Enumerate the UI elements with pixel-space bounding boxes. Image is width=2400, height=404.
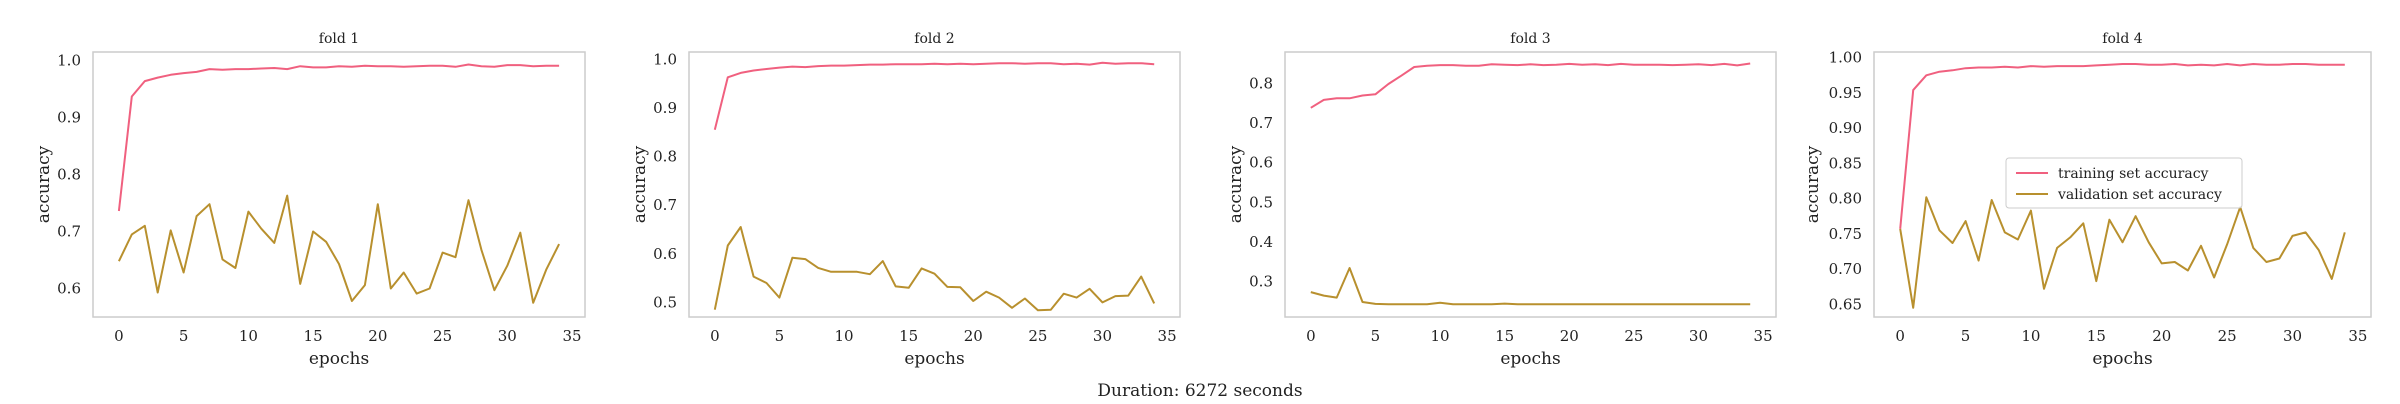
y-axis-label-1: accuracy — [34, 145, 54, 223]
y-tick-label-4-1: 0.70 — [1829, 260, 1862, 278]
x-tick-label-4-0: 0 — [1895, 327, 1905, 345]
legend-training-label: training set accuracy — [2058, 166, 2209, 182]
x-tick-label-3-5: 5 — [1371, 327, 1381, 345]
x-tick-label-2-15: 15 — [899, 327, 918, 345]
x-tick-label-1-15: 15 — [304, 327, 323, 345]
y-tick-label-2-3: 0.8 — [653, 148, 677, 166]
y-tick-label-1-2: 0.8 — [57, 166, 81, 184]
y-tick-label-3-3: 0.6 — [1249, 154, 1273, 172]
training-accuracy-line-fold-4 — [1899, 63, 2345, 229]
x-tick-label-1-10: 10 — [239, 327, 258, 345]
x-tick-label-3-25: 25 — [1624, 327, 1643, 345]
x-axis-label-1: epochs — [309, 349, 369, 369]
y-tick-label-3-5: 0.8 — [1249, 75, 1273, 93]
x-axis-label-2: epochs — [904, 349, 964, 369]
y-tick-label-4-0: 0.65 — [1829, 295, 1862, 313]
x-tick-label-2-5: 5 — [775, 327, 785, 345]
validation-accuracy-line-fold-2 — [713, 226, 1156, 312]
y-tick-label-2-2: 0.7 — [653, 196, 677, 214]
x-axis-label-4: epochs — [2092, 349, 2152, 369]
x-tick-label-4-35: 35 — [2348, 327, 2367, 345]
x-tick-label-4-10: 10 — [2021, 327, 2040, 345]
y-axis-label-3: accuracy — [1226, 145, 1246, 223]
y-tick-label-4-7: 1.00 — [1829, 49, 1862, 67]
x-tick-label-1-0: 0 — [114, 327, 124, 345]
panel-title-2: fold 2 — [914, 31, 954, 47]
y-axis-label-4: accuracy — [1803, 145, 1823, 223]
x-tick-label-2-30: 30 — [1093, 327, 1112, 345]
validation-accuracy-line-fold-1 — [117, 194, 560, 304]
training-accuracy-line-fold-1 — [117, 63, 560, 212]
x-tick-label-2-35: 35 — [1158, 327, 1177, 345]
x-tick-label-3-30: 30 — [1689, 327, 1708, 345]
y-tick-label-1-1: 0.7 — [57, 223, 81, 241]
x-tick-label-2-20: 20 — [964, 327, 983, 345]
x-tick-label-3-20: 20 — [1560, 327, 1579, 345]
y-tick-label-4-4: 0.85 — [1829, 154, 1862, 172]
x-tick-label-4-30: 30 — [2283, 327, 2302, 345]
y-tick-label-2-0: 0.5 — [653, 293, 677, 311]
plot-frame-2 — [688, 51, 1181, 318]
panel-title-1: fold 1 — [319, 31, 359, 47]
x-tick-label-4-5: 5 — [1961, 327, 1971, 345]
plot-frame-4 — [1873, 51, 2372, 318]
x-tick-label-3-35: 35 — [1754, 327, 1773, 345]
x-tick-label-1-20: 20 — [368, 327, 387, 345]
validation-accuracy-line-fold-3 — [1310, 267, 1751, 306]
x-tick-label-4-15: 15 — [2087, 327, 2106, 345]
x-tick-label-2-0: 0 — [710, 327, 720, 345]
training-accuracy-line-fold-2 — [713, 61, 1155, 131]
y-tick-label-3-0: 0.3 — [1249, 272, 1273, 290]
y-tick-label-4-2: 0.75 — [1829, 225, 1862, 243]
y-axis-label-2: accuracy — [630, 145, 650, 223]
legend-box — [2005, 157, 2243, 209]
y-tick-label-4-3: 0.80 — [1829, 190, 1862, 208]
training-accuracy-line-fold-3 — [1310, 62, 1751, 109]
y-tick-label-3-2: 0.5 — [1249, 193, 1273, 211]
x-tick-label-3-15: 15 — [1495, 327, 1514, 345]
y-tick-label-1-3: 0.9 — [57, 109, 81, 127]
x-tick-label-1-5: 5 — [179, 327, 189, 345]
x-axis-label-3: epochs — [1500, 349, 1560, 369]
panel-title-3: fold 3 — [1510, 31, 1550, 47]
validation-accuracy-line-fold-4 — [1899, 196, 2346, 309]
plot-frame-1 — [92, 51, 586, 318]
y-tick-label-3-4: 0.7 — [1249, 114, 1273, 132]
x-tick-label-3-0: 0 — [1306, 327, 1316, 345]
legend-validation-label: validation set accuracy — [2057, 187, 2222, 203]
y-tick-label-1-0: 0.6 — [57, 280, 81, 298]
y-tick-label-4-5: 0.90 — [1829, 119, 1862, 137]
y-tick-label-3-1: 0.4 — [1249, 233, 1273, 251]
panel-title-4: fold 4 — [2102, 31, 2143, 47]
y-tick-label-2-5: 1.0 — [653, 50, 677, 68]
duration-caption: Duration: 6272 seconds — [1097, 381, 1303, 401]
x-tick-label-1-25: 25 — [433, 327, 452, 345]
x-tick-label-4-25: 25 — [2218, 327, 2237, 345]
x-tick-label-2-25: 25 — [1028, 327, 1047, 345]
x-tick-label-1-30: 30 — [498, 327, 517, 345]
y-tick-label-4-6: 0.95 — [1829, 84, 1862, 102]
x-tick-label-2-10: 10 — [835, 327, 854, 345]
x-tick-label-3-10: 10 — [1431, 327, 1450, 345]
y-tick-label-2-1: 0.6 — [653, 245, 677, 263]
y-tick-label-2-4: 0.9 — [653, 99, 677, 117]
x-tick-label-1-35: 35 — [563, 327, 582, 345]
x-tick-label-4-20: 20 — [2152, 327, 2171, 345]
plot-frame-3 — [1284, 51, 1777, 318]
y-tick-label-1-4: 1.0 — [57, 52, 81, 70]
